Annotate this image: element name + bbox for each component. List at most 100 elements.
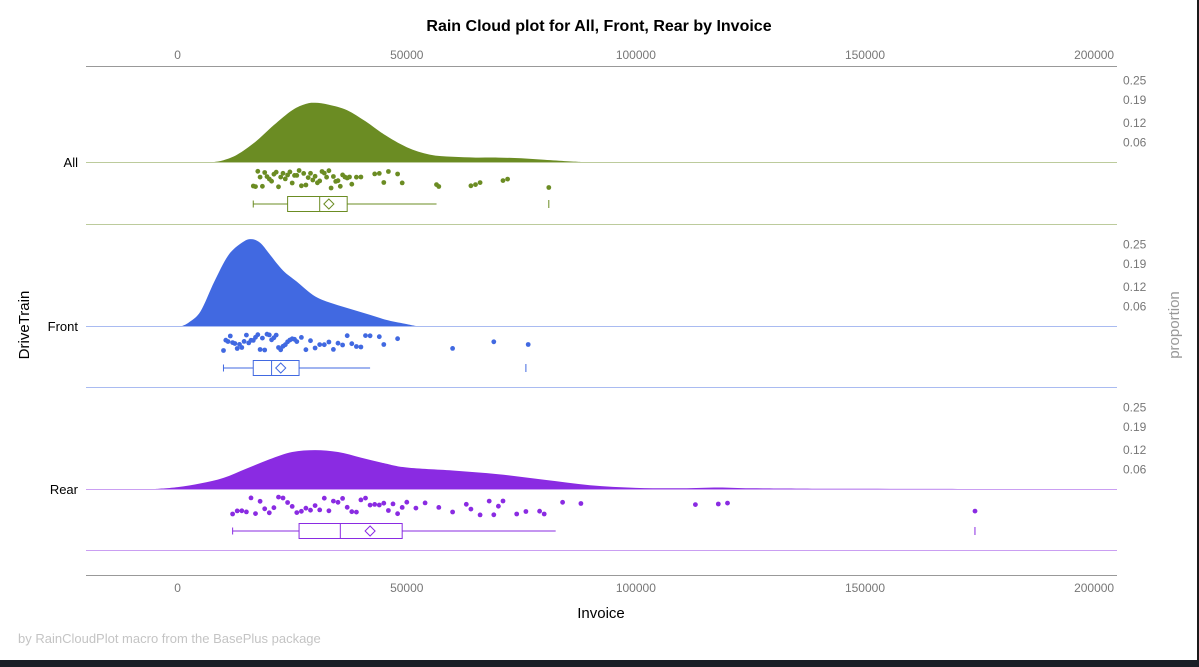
density-tick-label: 0.12: [1123, 280, 1147, 294]
plot-area: 0 0 50000 50000 100000 100000 150000 150000 2000…: [48, 48, 1147, 595]
rain-point: [450, 509, 455, 515]
rain-point: [349, 509, 355, 515]
density-tick-label: 0.06: [1123, 462, 1147, 476]
rain-point: [340, 496, 345, 501]
rain-point: [282, 176, 288, 182]
rain-point: [305, 175, 311, 181]
rain-point: [354, 509, 359, 515]
rain-point: [255, 168, 261, 174]
rain-point: [257, 498, 263, 504]
rain-point: [525, 342, 531, 347]
density-cloud: [214, 102, 581, 162]
rain-point: [422, 500, 428, 506]
rain-point: [310, 177, 316, 183]
rain-point: [715, 501, 721, 507]
rain-point: [308, 507, 313, 513]
rain-point: [230, 511, 236, 517]
rain-point: [273, 332, 279, 338]
rain-point: [234, 346, 240, 351]
density-tick-label: 0.12: [1123, 116, 1147, 130]
bottom-x-tick-label: 100000: [616, 581, 656, 595]
rain-point: [248, 495, 254, 501]
rain-point: [491, 512, 497, 518]
bottom-x-tick-label: 150000: [845, 581, 885, 595]
rain-point: [340, 342, 345, 348]
rain-point: [386, 508, 391, 513]
rain-point: [372, 171, 378, 177]
rain-point: [376, 171, 382, 176]
rain-point: [239, 345, 245, 350]
box-iqr: [298, 523, 403, 539]
rain-point: [280, 495, 286, 501]
rain-point: [326, 168, 332, 174]
rain-point: [363, 495, 368, 501]
box-mean-diamond: [275, 362, 287, 374]
rain-point: [321, 342, 327, 348]
rain-point: [367, 502, 373, 508]
rain-point: [326, 508, 332, 514]
rain-point: [289, 180, 295, 186]
rain-point: [294, 173, 300, 178]
rain-point: [331, 498, 336, 504]
rain-point: [299, 508, 304, 514]
rain-point: [358, 497, 364, 503]
density-tick-label: 0.19: [1123, 93, 1147, 107]
density-tick-label: 0.25: [1123, 400, 1147, 414]
density-tick-label: 0.25: [1123, 237, 1147, 251]
top-x-tick-label: 100000: [616, 48, 656, 62]
rain-point: [289, 504, 295, 509]
rain-point: [335, 499, 341, 505]
rain-point: [278, 347, 284, 353]
top-x-tick-label: 0: [174, 48, 181, 62]
rain-point: [399, 505, 405, 510]
rain-point: [354, 344, 359, 349]
rain-point: [541, 511, 547, 517]
density-tick-label: 0.06: [1123, 135, 1147, 149]
rain-point: [331, 174, 336, 179]
rain-point: [326, 339, 332, 345]
x-axis-label: Invoice: [577, 605, 625, 622]
density-tick-label: 0.25: [1123, 73, 1147, 87]
rain-point: [486, 498, 492, 504]
rain-point: [321, 495, 327, 501]
rain-point: [285, 500, 290, 505]
rain-point: [390, 501, 396, 507]
rain-point: [244, 509, 249, 515]
rain-point: [299, 335, 304, 340]
group-label: Front: [48, 319, 79, 334]
rain-point: [349, 341, 355, 347]
rain-point: [239, 508, 245, 514]
rain-point: [225, 339, 231, 344]
rain-point: [269, 178, 274, 184]
rain-point: [273, 169, 279, 175]
rain-point: [386, 169, 391, 174]
rain-point: [450, 346, 455, 351]
rain-point: [354, 174, 359, 180]
density-tick-label: 0.12: [1123, 443, 1147, 457]
rain-point: [505, 176, 510, 182]
rain-point: [301, 171, 307, 176]
top-x-tick-label: 50000: [390, 48, 424, 62]
rain-point: [463, 501, 469, 507]
density-tick-label: 0.06: [1123, 299, 1147, 313]
rain-point: [381, 180, 387, 185]
rain-point: [344, 504, 350, 510]
rain-point: [578, 501, 584, 506]
rain-point: [436, 505, 442, 510]
rain-point: [317, 178, 323, 184]
density-cloud: [182, 239, 416, 326]
rain-point: [253, 511, 258, 516]
rain-point: [303, 182, 309, 188]
rain-point: [244, 332, 249, 338]
rain-point: [477, 180, 483, 186]
group-label: Rear: [50, 482, 79, 497]
rain-point: [337, 183, 343, 189]
rain-point: [278, 174, 284, 180]
rain-point: [287, 169, 293, 175]
chart-title: Rain Cloud plot for All, Front, Rear by …: [426, 18, 771, 35]
rain-point: [328, 185, 334, 191]
group-label: All: [64, 155, 79, 170]
rain-point: [299, 183, 304, 189]
